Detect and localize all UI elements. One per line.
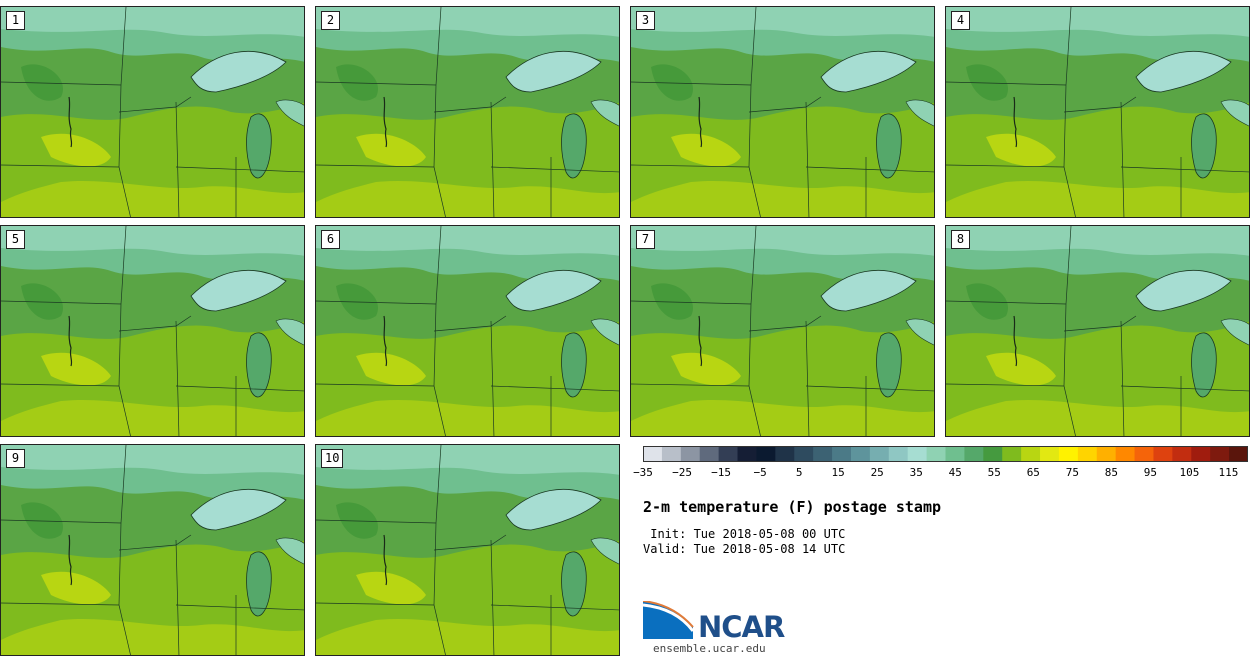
ncar-logo-text: NCAR [698, 610, 785, 644]
colorbar-tick-label: 45 [948, 466, 962, 479]
ensemble-member-map: 10 [315, 444, 620, 656]
colorbar-segment [1002, 446, 1022, 462]
colorbar-segment [1229, 446, 1248, 462]
colorbar-tick-label: −25 [672, 466, 692, 479]
colorbar-segment [1040, 446, 1060, 462]
colorbar-segment [964, 446, 984, 462]
temperature-map [946, 226, 1249, 436]
colorbar-segment [1210, 446, 1230, 462]
colorbar-segment [756, 446, 776, 462]
temperature-map [1, 445, 304, 655]
colorbar-tick-label: −35 [633, 466, 653, 479]
colorbar-segment [926, 446, 946, 462]
colorbar-segment [945, 446, 965, 462]
init-time: Init: Tue 2018-05-08 00 UTC [643, 527, 846, 541]
plot-title: 2-m temperature (F) postage stamp [643, 498, 942, 516]
ensemble-member-map: 2 [315, 6, 620, 218]
colorbar-tick-label: 25 [870, 466, 884, 479]
colorbar-tick-label: 15 [831, 466, 845, 479]
colorbar-segment [794, 446, 814, 462]
colorbar-tick-label: 65 [1026, 466, 1040, 479]
ncar-logo-icon [643, 601, 695, 639]
site-url: ensemble.ucar.edu [653, 642, 766, 655]
member-number-label: 5 [6, 230, 25, 249]
colorbar-tick-label: 55 [987, 466, 1001, 479]
colorbar-tick-label: 5 [795, 466, 803, 479]
colorbar-segment [850, 446, 871, 462]
member-number-label: 7 [636, 230, 655, 249]
colorbar-tick-label: 115 [1218, 466, 1239, 479]
valid-time: Valid: Tue 2018-05-08 14 UTC [643, 542, 846, 556]
temperature-map [631, 226, 934, 436]
colorbar-segment [680, 446, 701, 462]
colorbar-segment [718, 446, 739, 462]
ensemble-member-map: 7 [630, 225, 935, 437]
colorbar-segment [907, 446, 928, 462]
colorbar-tick-label: 95 [1143, 466, 1158, 479]
ensemble-member-map: 9 [0, 444, 305, 656]
colorbar-tick-label: 85 [1104, 466, 1118, 479]
ensemble-member-map: 3 [630, 6, 935, 218]
ensemble-member-map: 1 [0, 6, 305, 218]
colorbar-segment [832, 446, 852, 462]
temperature-map [316, 7, 619, 217]
colorbar-segment [813, 446, 833, 462]
member-number-label: 10 [321, 449, 344, 468]
colorbar-segment [1191, 446, 1211, 462]
colorbar-tick-label: −15 [711, 466, 731, 479]
colorbar-segment [888, 446, 909, 462]
colorbar-segment [775, 446, 795, 462]
member-number-label: 6 [321, 230, 340, 249]
colorbar-segment [1172, 446, 1192, 462]
ensemble-member-map: 4 [945, 6, 1250, 218]
ensemble-member-map: 8 [945, 225, 1250, 437]
colorbar-segment [643, 446, 663, 462]
ensemble-member-map: 6 [315, 225, 620, 437]
member-number-label: 4 [951, 11, 970, 30]
temperature-map [316, 445, 619, 655]
colorbar-segment [1096, 446, 1117, 462]
member-number-label: 3 [636, 11, 655, 30]
colorbar-segment [661, 446, 682, 462]
colorbar-tick-label: 35 [909, 466, 923, 479]
temperature-colorbar [643, 446, 1248, 462]
colorbar-segment [1021, 446, 1041, 462]
colorbar-tick-label: 75 [1065, 466, 1079, 479]
colorbar-segment [1077, 446, 1098, 462]
member-number-label: 8 [951, 230, 970, 249]
colorbar-segment [1058, 446, 1079, 462]
member-number-label: 1 [6, 11, 25, 30]
colorbar-segment [1134, 446, 1154, 462]
temperature-map [316, 226, 619, 436]
colorbar-segment [699, 446, 720, 462]
member-number-label: 2 [321, 11, 340, 30]
temperature-map [946, 7, 1249, 217]
temperature-map [1, 7, 304, 217]
colorbar-frame [643, 446, 1248, 462]
colorbar-tick-label: 105 [1179, 466, 1200, 479]
member-number-label: 9 [6, 449, 25, 468]
ensemble-member-map: 5 [0, 225, 305, 437]
colorbar-segment [1115, 446, 1136, 462]
colorbar-segment [737, 446, 757, 462]
temperature-map [1, 226, 304, 436]
colorbar-tick-label: −5 [753, 466, 767, 479]
colorbar-segment [983, 446, 1003, 462]
colorbar-segment [1153, 446, 1173, 462]
temperature-map [631, 7, 934, 217]
colorbar-segment [869, 446, 890, 462]
